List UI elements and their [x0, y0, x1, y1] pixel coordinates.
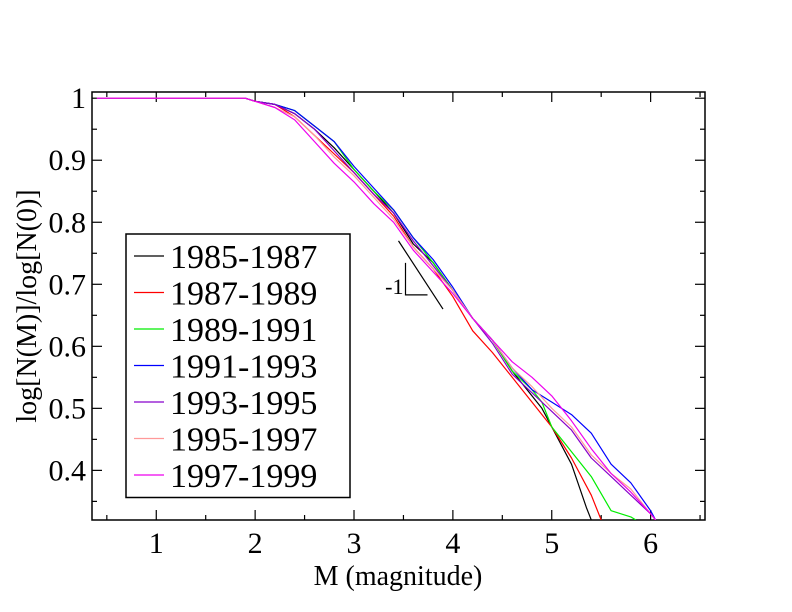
reference-slope-marker: [404, 262, 428, 296]
reference-slope: -1: [385, 240, 444, 310]
x-tick-label: 5: [544, 527, 559, 560]
y-tick-label: 0.8: [49, 206, 87, 239]
plot-frame: [91, 91, 706, 521]
y-axis-title: log[N(M)]/log[N(0)]: [12, 189, 43, 422]
reference-slope-line: [397, 240, 444, 310]
x-tick-label: 4: [445, 527, 460, 560]
legend-label: 1985-1987: [170, 239, 317, 276]
series-line-1995-1997: [96, 97, 657, 520]
x-tick-label: 6: [643, 527, 658, 560]
y-tick-label: 0.4: [49, 454, 87, 487]
series-line-1997-1999: [96, 97, 657, 520]
axis-ticks: 1 2 3 4 5 6 0.4 0.5 0.6 0.7 0.8 0.9 1: [49, 82, 705, 560]
series-line-1993-1995: [96, 97, 657, 520]
legend-label: 1991-1993: [170, 349, 317, 386]
y-tick-label: 0.7: [49, 268, 87, 301]
x-axis-title: M (magnitude): [314, 561, 483, 592]
x-tick-label: 3: [347, 527, 362, 560]
x-tick-label: 1: [149, 527, 164, 560]
series-line-1991-1993: [96, 97, 657, 520]
y-tick-label: 1: [71, 82, 86, 115]
legend-label: 1989-1991: [170, 312, 317, 349]
legend-label: 1993-1995: [170, 385, 317, 422]
legend-label: 1995-1997: [170, 422, 317, 459]
y-tick-label: 0.6: [49, 330, 87, 363]
y-tick-label: 0.5: [49, 392, 87, 425]
legend-label: 1987-1989: [170, 276, 317, 313]
legend-label: 1997-1999: [170, 458, 317, 495]
y-tick-label: 0.9: [49, 144, 87, 177]
series-lines: [96, 97, 657, 520]
legend: 1985-19871987-19891989-19911991-19931993…: [125, 233, 351, 499]
reference-slope-label: -1: [385, 274, 403, 299]
x-tick-label: 2: [248, 527, 263, 560]
